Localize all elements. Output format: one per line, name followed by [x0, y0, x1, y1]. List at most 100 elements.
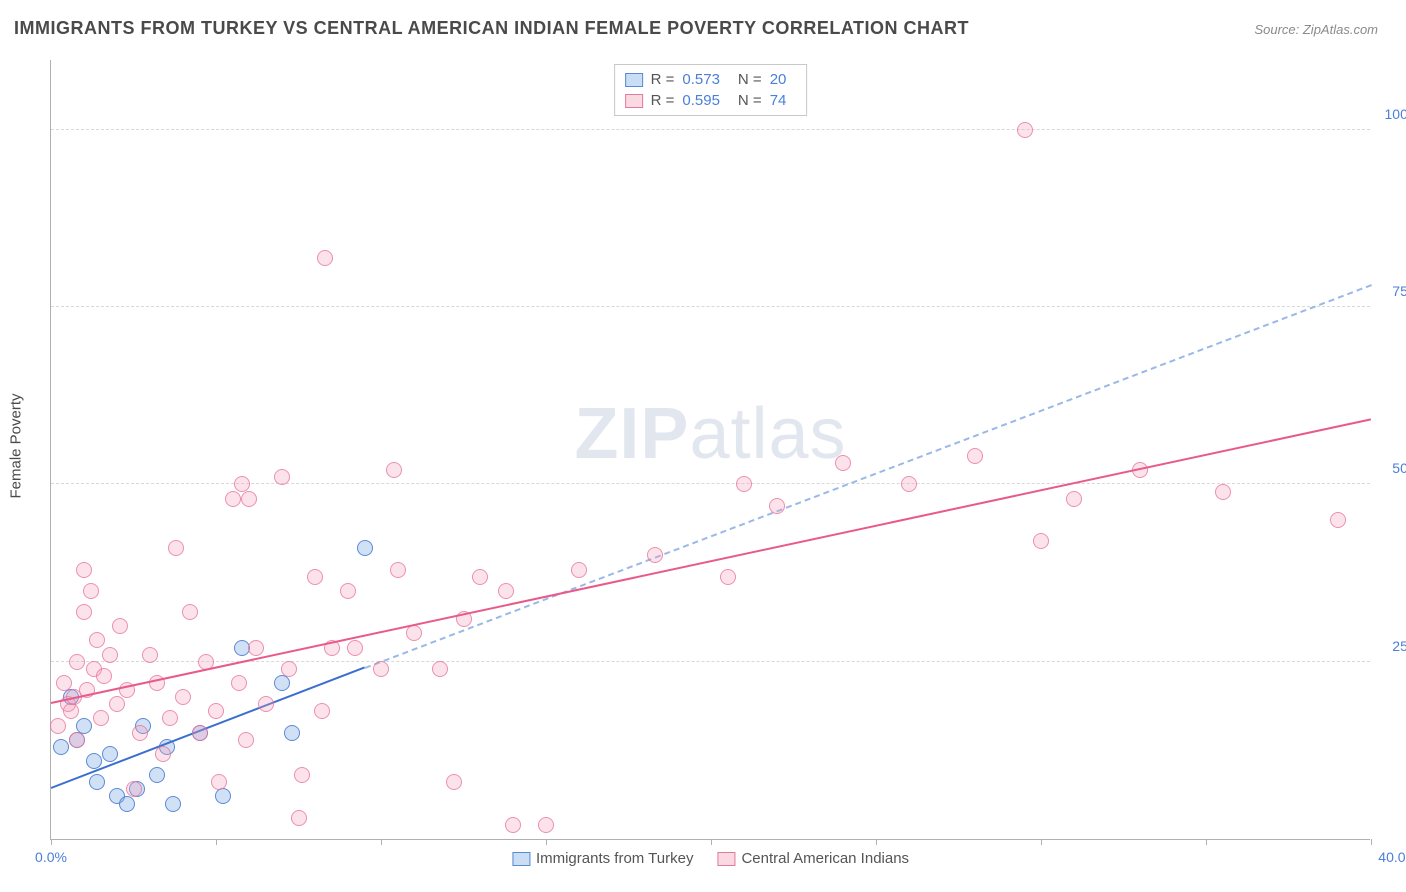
data-point — [317, 250, 333, 266]
legend-n-label: N = — [738, 92, 762, 109]
data-point — [835, 455, 851, 471]
data-point — [472, 569, 488, 585]
data-point — [432, 661, 448, 677]
data-point — [208, 703, 224, 719]
legend-n-value: 20 — [770, 71, 787, 88]
legend-row: R =0.573N =20 — [625, 69, 797, 90]
y-tick-label: 50.0% — [1392, 460, 1406, 476]
legend-n-label: N = — [738, 71, 762, 88]
legend-item: Central American Indians — [717, 850, 909, 867]
data-point — [769, 498, 785, 514]
x-tick — [51, 839, 52, 845]
data-point — [307, 569, 323, 585]
x-tick — [381, 839, 382, 845]
legend-r-label: R = — [651, 92, 675, 109]
x-tick — [1371, 839, 1372, 845]
data-point — [96, 668, 112, 684]
legend-item: Immigrants from Turkey — [512, 850, 694, 867]
data-point — [168, 540, 184, 556]
data-point — [76, 604, 92, 620]
data-point — [571, 562, 587, 578]
legend-n-value: 74 — [770, 92, 787, 109]
chart-title: IMMIGRANTS FROM TURKEY VS CENTRAL AMERIC… — [14, 18, 969, 39]
data-point — [69, 654, 85, 670]
x-tick — [1206, 839, 1207, 845]
data-point — [538, 817, 554, 833]
data-point — [142, 647, 158, 663]
legend-swatch — [625, 73, 643, 87]
data-point — [314, 703, 330, 719]
data-point — [505, 817, 521, 833]
data-point — [89, 632, 105, 648]
data-point — [446, 774, 462, 790]
data-point — [215, 788, 231, 804]
data-point — [390, 562, 406, 578]
data-point — [736, 476, 752, 492]
data-point — [182, 604, 198, 620]
data-point — [1017, 122, 1033, 138]
gridline — [51, 306, 1370, 307]
data-point — [149, 767, 165, 783]
data-point — [211, 774, 227, 790]
x-tick — [711, 839, 712, 845]
x-tick — [216, 839, 217, 845]
data-point — [83, 583, 99, 599]
data-point — [274, 469, 290, 485]
data-point — [93, 710, 109, 726]
legend-swatch — [717, 852, 735, 866]
data-point — [86, 753, 102, 769]
legend-label: Immigrants from Turkey — [536, 850, 694, 867]
data-point — [63, 703, 79, 719]
data-point — [294, 767, 310, 783]
data-point — [155, 746, 171, 762]
data-point — [1215, 484, 1231, 500]
data-point — [119, 796, 135, 812]
data-point — [386, 462, 402, 478]
data-point — [102, 746, 118, 762]
trend-line — [364, 284, 1371, 669]
legend-r-value: 0.595 — [682, 92, 720, 109]
data-point — [76, 562, 92, 578]
data-point — [109, 696, 125, 712]
data-point — [1066, 491, 1082, 507]
data-point — [647, 547, 663, 563]
data-point — [340, 583, 356, 599]
data-point — [347, 640, 363, 656]
legend-series: Immigrants from Turkey Central American I… — [512, 850, 909, 867]
data-point — [281, 661, 297, 677]
x-tick — [876, 839, 877, 845]
legend-r-value: 0.573 — [682, 71, 720, 88]
y-tick-label: 75.0% — [1392, 283, 1406, 299]
legend-swatch — [625, 94, 643, 108]
data-point — [241, 491, 257, 507]
data-point — [720, 569, 736, 585]
data-point — [165, 796, 181, 812]
data-point — [238, 732, 254, 748]
data-point — [50, 718, 66, 734]
data-point — [373, 661, 389, 677]
x-tick-label: 0.0% — [35, 849, 67, 865]
data-point — [357, 540, 373, 556]
data-point — [1033, 533, 1049, 549]
data-point — [231, 675, 247, 691]
data-point — [162, 710, 178, 726]
data-point — [248, 640, 264, 656]
data-point — [69, 732, 85, 748]
x-tick — [1041, 839, 1042, 845]
x-tick-label: 40.0% — [1378, 849, 1406, 865]
y-tick-label: 100.0% — [1385, 106, 1406, 122]
data-point — [132, 725, 148, 741]
data-point — [284, 725, 300, 741]
data-point — [126, 781, 142, 797]
data-point — [901, 476, 917, 492]
data-point — [274, 675, 290, 691]
data-point — [53, 739, 69, 755]
data-point — [102, 647, 118, 663]
data-point — [406, 625, 422, 641]
gridline — [51, 129, 1370, 130]
y-axis-label: Female Poverty — [8, 393, 25, 498]
data-point — [291, 810, 307, 826]
data-point — [192, 725, 208, 741]
trend-line — [51, 667, 365, 789]
legend-row: R = 0.595 N = 74 — [625, 90, 797, 111]
